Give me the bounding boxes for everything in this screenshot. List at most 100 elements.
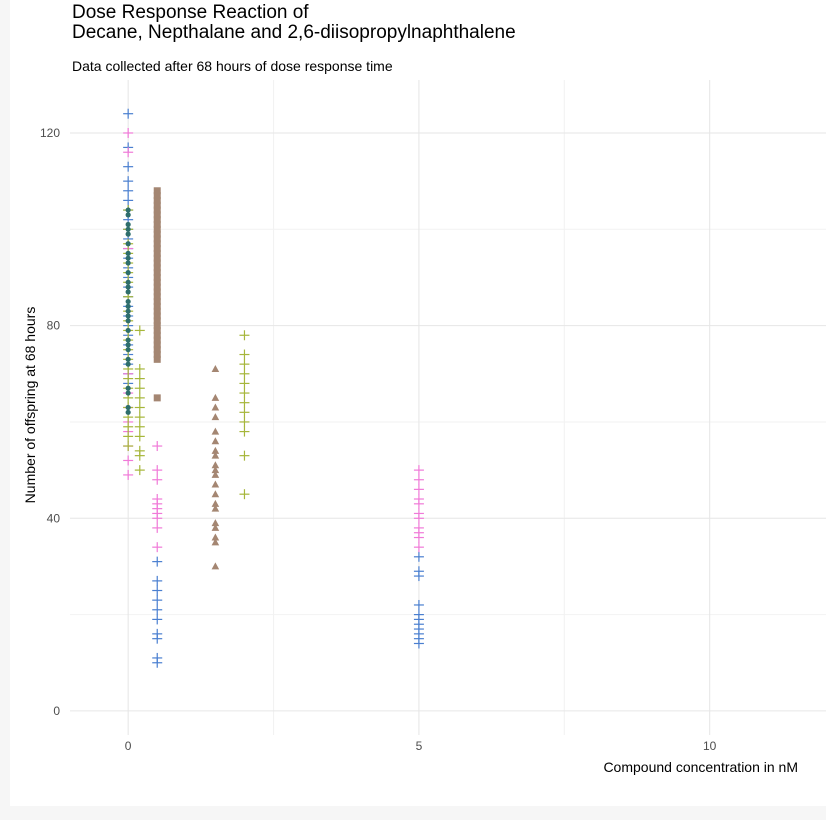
data-points — [123, 108, 424, 668]
data-point — [153, 283, 161, 291]
data-point — [134, 392, 145, 403]
data-point — [123, 431, 134, 442]
data-point — [153, 346, 161, 354]
y-tick-label: 40 — [47, 511, 61, 525]
data-point — [413, 599, 424, 610]
data-point — [125, 207, 131, 213]
data-point — [152, 522, 163, 533]
data-point — [125, 279, 131, 285]
data-point — [125, 284, 131, 290]
data-point — [239, 397, 250, 408]
data-point — [123, 127, 134, 138]
data-point — [211, 451, 220, 459]
data-point — [413, 484, 424, 495]
data-point — [153, 269, 161, 277]
data-point — [134, 325, 145, 336]
data-point — [239, 489, 250, 500]
data-point — [211, 446, 220, 454]
data-point — [123, 161, 134, 172]
data-point — [152, 465, 163, 476]
data-point — [123, 108, 134, 119]
data-point — [413, 498, 424, 509]
data-point — [413, 532, 424, 543]
data-point — [123, 441, 134, 452]
data-point — [211, 403, 220, 411]
data-point — [153, 211, 161, 219]
data-point — [153, 394, 161, 402]
data-point — [153, 341, 161, 349]
data-point — [153, 351, 161, 359]
data-point — [211, 413, 220, 421]
data-point — [211, 364, 220, 372]
data-point — [239, 426, 250, 437]
data-point — [153, 254, 161, 262]
data-point — [239, 388, 250, 399]
data-point — [134, 421, 145, 432]
data-point — [211, 490, 220, 498]
data-point — [239, 330, 250, 341]
grid-lines — [70, 80, 826, 735]
data-point — [152, 441, 163, 452]
data-point — [123, 421, 134, 432]
data-point — [153, 278, 161, 286]
data-point — [125, 298, 131, 305]
data-point — [153, 322, 161, 330]
data-point — [153, 220, 161, 228]
x-tick-labels: 0 5 10 — [125, 739, 717, 753]
plot-panel — [10, 0, 826, 806]
data-point — [152, 585, 163, 596]
data-point — [153, 307, 161, 315]
data-point — [211, 427, 220, 435]
data-point — [153, 298, 161, 306]
data-point — [211, 480, 220, 488]
data-point — [153, 249, 161, 257]
data-point — [153, 355, 161, 363]
data-point — [153, 273, 161, 281]
x-tick-label: 10 — [703, 739, 717, 753]
data-point — [152, 614, 163, 625]
data-point — [211, 523, 220, 531]
data-point — [211, 461, 220, 469]
data-point — [125, 409, 131, 415]
data-point — [152, 542, 163, 553]
data-point — [125, 255, 131, 261]
y-tick-label: 80 — [47, 319, 61, 333]
data-point — [152, 604, 163, 615]
data-point — [153, 230, 161, 238]
data-point — [123, 373, 134, 384]
data-point — [211, 562, 220, 570]
data-point — [153, 240, 161, 248]
chart-title: Dose Response Reaction of Decane, Neptha… — [72, 2, 516, 43]
data-point — [153, 196, 161, 204]
data-point — [123, 469, 134, 480]
data-point — [239, 349, 250, 360]
data-point — [125, 318, 131, 324]
data-point — [125, 221, 131, 228]
data-point — [125, 356, 131, 362]
chart-subtitle: Data collected after 68 hours of dose re… — [72, 58, 393, 74]
x-tick-label: 5 — [416, 739, 423, 753]
data-point — [211, 538, 220, 546]
data-point — [153, 293, 161, 301]
data-point — [152, 474, 163, 485]
data-point — [134, 465, 145, 476]
data-point — [211, 504, 220, 512]
data-point — [239, 378, 250, 389]
y-tick-label: 120 — [40, 126, 60, 140]
data-point — [153, 259, 161, 267]
data-point — [125, 212, 131, 218]
data-point — [239, 450, 250, 461]
data-point — [153, 317, 161, 325]
data-point — [134, 450, 145, 461]
data-point — [152, 556, 163, 567]
data-point — [125, 226, 131, 232]
data-point — [123, 176, 134, 187]
data-point — [125, 385, 131, 391]
data-point — [413, 638, 424, 649]
data-point — [153, 326, 161, 334]
data-point — [153, 225, 161, 233]
data-point — [153, 312, 161, 320]
data-point — [153, 235, 161, 243]
data-point — [152, 633, 163, 644]
